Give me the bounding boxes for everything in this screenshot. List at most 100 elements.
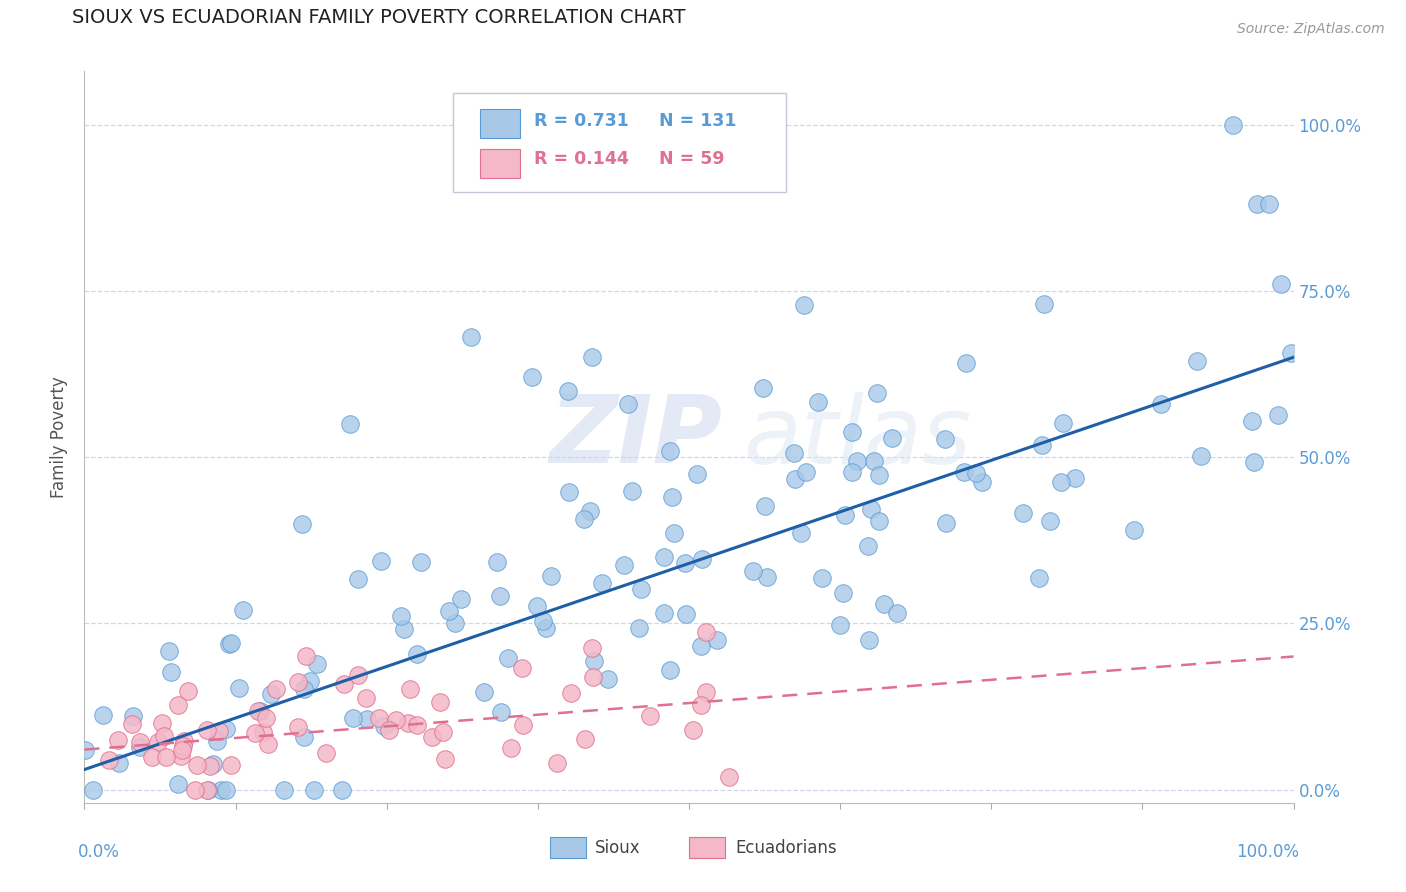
Point xyxy=(295,649,318,664)
Point xyxy=(510,661,533,675)
Text: N = 131: N = 131 xyxy=(659,112,737,130)
Point xyxy=(1279,345,1302,359)
Point xyxy=(793,298,815,312)
Point xyxy=(970,475,993,489)
Point xyxy=(591,576,613,591)
Point xyxy=(257,737,280,751)
Point xyxy=(330,782,353,797)
Point xyxy=(146,735,169,749)
Point xyxy=(546,756,568,770)
Point xyxy=(406,718,429,732)
Point xyxy=(882,431,904,445)
Point xyxy=(232,603,254,617)
Point xyxy=(170,748,193,763)
Point xyxy=(121,709,143,723)
Point xyxy=(172,739,194,753)
Point xyxy=(952,465,974,479)
Point xyxy=(858,633,880,648)
Point xyxy=(1258,197,1281,211)
Point xyxy=(1031,438,1053,452)
Point xyxy=(496,650,519,665)
Point xyxy=(460,330,482,344)
Point xyxy=(1270,277,1292,292)
Point xyxy=(935,516,957,531)
FancyBboxPatch shape xyxy=(479,149,520,178)
Point xyxy=(832,585,855,599)
Point xyxy=(332,677,354,691)
FancyBboxPatch shape xyxy=(479,109,520,138)
Point xyxy=(121,716,143,731)
Point xyxy=(756,570,779,584)
Point xyxy=(291,516,314,531)
Point xyxy=(1243,455,1265,469)
Point xyxy=(810,571,832,585)
Point xyxy=(141,750,163,764)
Point xyxy=(93,707,115,722)
Point xyxy=(432,725,454,739)
Point xyxy=(398,681,420,696)
Point xyxy=(582,670,605,684)
Point xyxy=(1149,397,1171,411)
Point xyxy=(97,753,120,767)
Point xyxy=(356,690,378,705)
Point xyxy=(302,782,325,797)
Point xyxy=(965,466,987,480)
Point xyxy=(501,741,523,756)
Point xyxy=(695,685,717,699)
Point xyxy=(752,381,775,395)
Point xyxy=(706,632,728,647)
Point xyxy=(437,604,460,618)
Text: N = 59: N = 59 xyxy=(659,151,724,169)
Point xyxy=(717,770,740,784)
Point xyxy=(299,673,322,688)
Point xyxy=(1222,118,1244,132)
Point xyxy=(201,756,224,771)
Point xyxy=(661,490,683,504)
Point xyxy=(1189,450,1212,464)
Point xyxy=(638,709,661,723)
Point xyxy=(1240,414,1263,428)
Point xyxy=(273,782,295,797)
Point xyxy=(1049,475,1071,490)
Point xyxy=(841,425,863,439)
Point xyxy=(858,539,880,553)
Point xyxy=(339,417,361,431)
Point xyxy=(347,668,370,682)
Point xyxy=(627,621,650,635)
Point xyxy=(214,722,236,736)
Point xyxy=(292,730,315,744)
Point xyxy=(228,681,250,695)
Point xyxy=(129,740,152,755)
Point xyxy=(828,617,851,632)
Point xyxy=(392,622,415,636)
Point xyxy=(512,717,534,731)
Point xyxy=(177,684,200,698)
Point xyxy=(613,558,636,572)
Point xyxy=(150,716,173,731)
Point xyxy=(167,698,190,713)
Point xyxy=(378,723,401,737)
Point xyxy=(652,550,675,565)
Point xyxy=(1033,296,1056,310)
Point xyxy=(790,525,813,540)
Point xyxy=(219,636,242,650)
Point xyxy=(489,705,512,719)
FancyBboxPatch shape xyxy=(550,838,586,858)
Point xyxy=(652,606,675,620)
Point xyxy=(692,551,714,566)
Text: SIOUX VS ECUADORIAN FAMILY POVERTY CORRELATION CHART: SIOUX VS ECUADORIAN FAMILY POVERTY CORRE… xyxy=(72,8,686,28)
Point xyxy=(411,555,433,569)
Point xyxy=(485,555,508,569)
Point xyxy=(868,467,890,482)
Text: 100.0%: 100.0% xyxy=(1236,843,1299,861)
Point xyxy=(581,351,603,365)
Point xyxy=(197,782,219,797)
Point xyxy=(540,569,562,583)
Point xyxy=(754,499,776,513)
Point xyxy=(218,637,240,651)
Point xyxy=(685,467,707,481)
Point xyxy=(673,556,696,570)
Text: 0.0%: 0.0% xyxy=(79,843,120,861)
Point xyxy=(1052,417,1074,431)
Point xyxy=(846,454,869,468)
